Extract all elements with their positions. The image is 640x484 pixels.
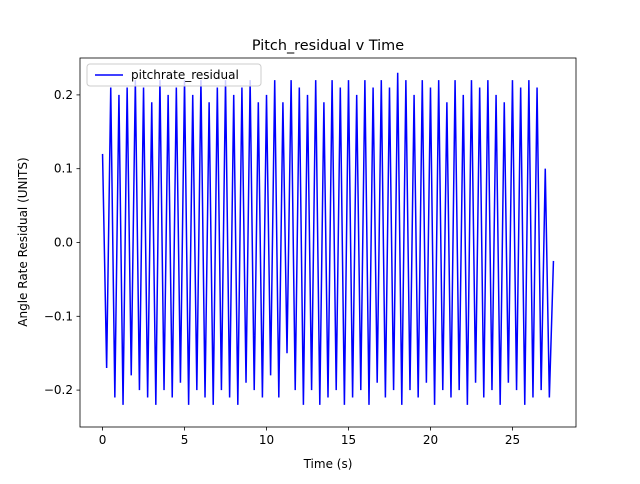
x-tick-label: 0	[99, 433, 107, 447]
legend-label: pitchrate_residual	[131, 68, 239, 82]
y-tick-label: 0.2	[54, 88, 73, 102]
y-tick-label: −0.1	[44, 309, 73, 323]
x-tick-label: 5	[181, 433, 189, 447]
x-tick-label: 25	[505, 433, 520, 447]
y-tick-label: −0.2	[44, 383, 73, 397]
legend-box	[86, 63, 262, 87]
x-axis-label: Time (s)	[303, 457, 353, 471]
data-line	[101, 72, 555, 405]
x-tick-label: 15	[341, 433, 356, 447]
y-axis-label: Angle Rate Residual (UNITS)	[16, 157, 30, 326]
y-tick-label: 0.1	[54, 162, 73, 176]
y-tick-label: 0.0	[54, 236, 73, 250]
plot-frame	[79, 57, 577, 428]
x-tick-label: 20	[423, 433, 438, 447]
x-tick-label: 10	[259, 433, 274, 447]
chart-title: Pitch_residual v Time	[252, 38, 404, 54]
